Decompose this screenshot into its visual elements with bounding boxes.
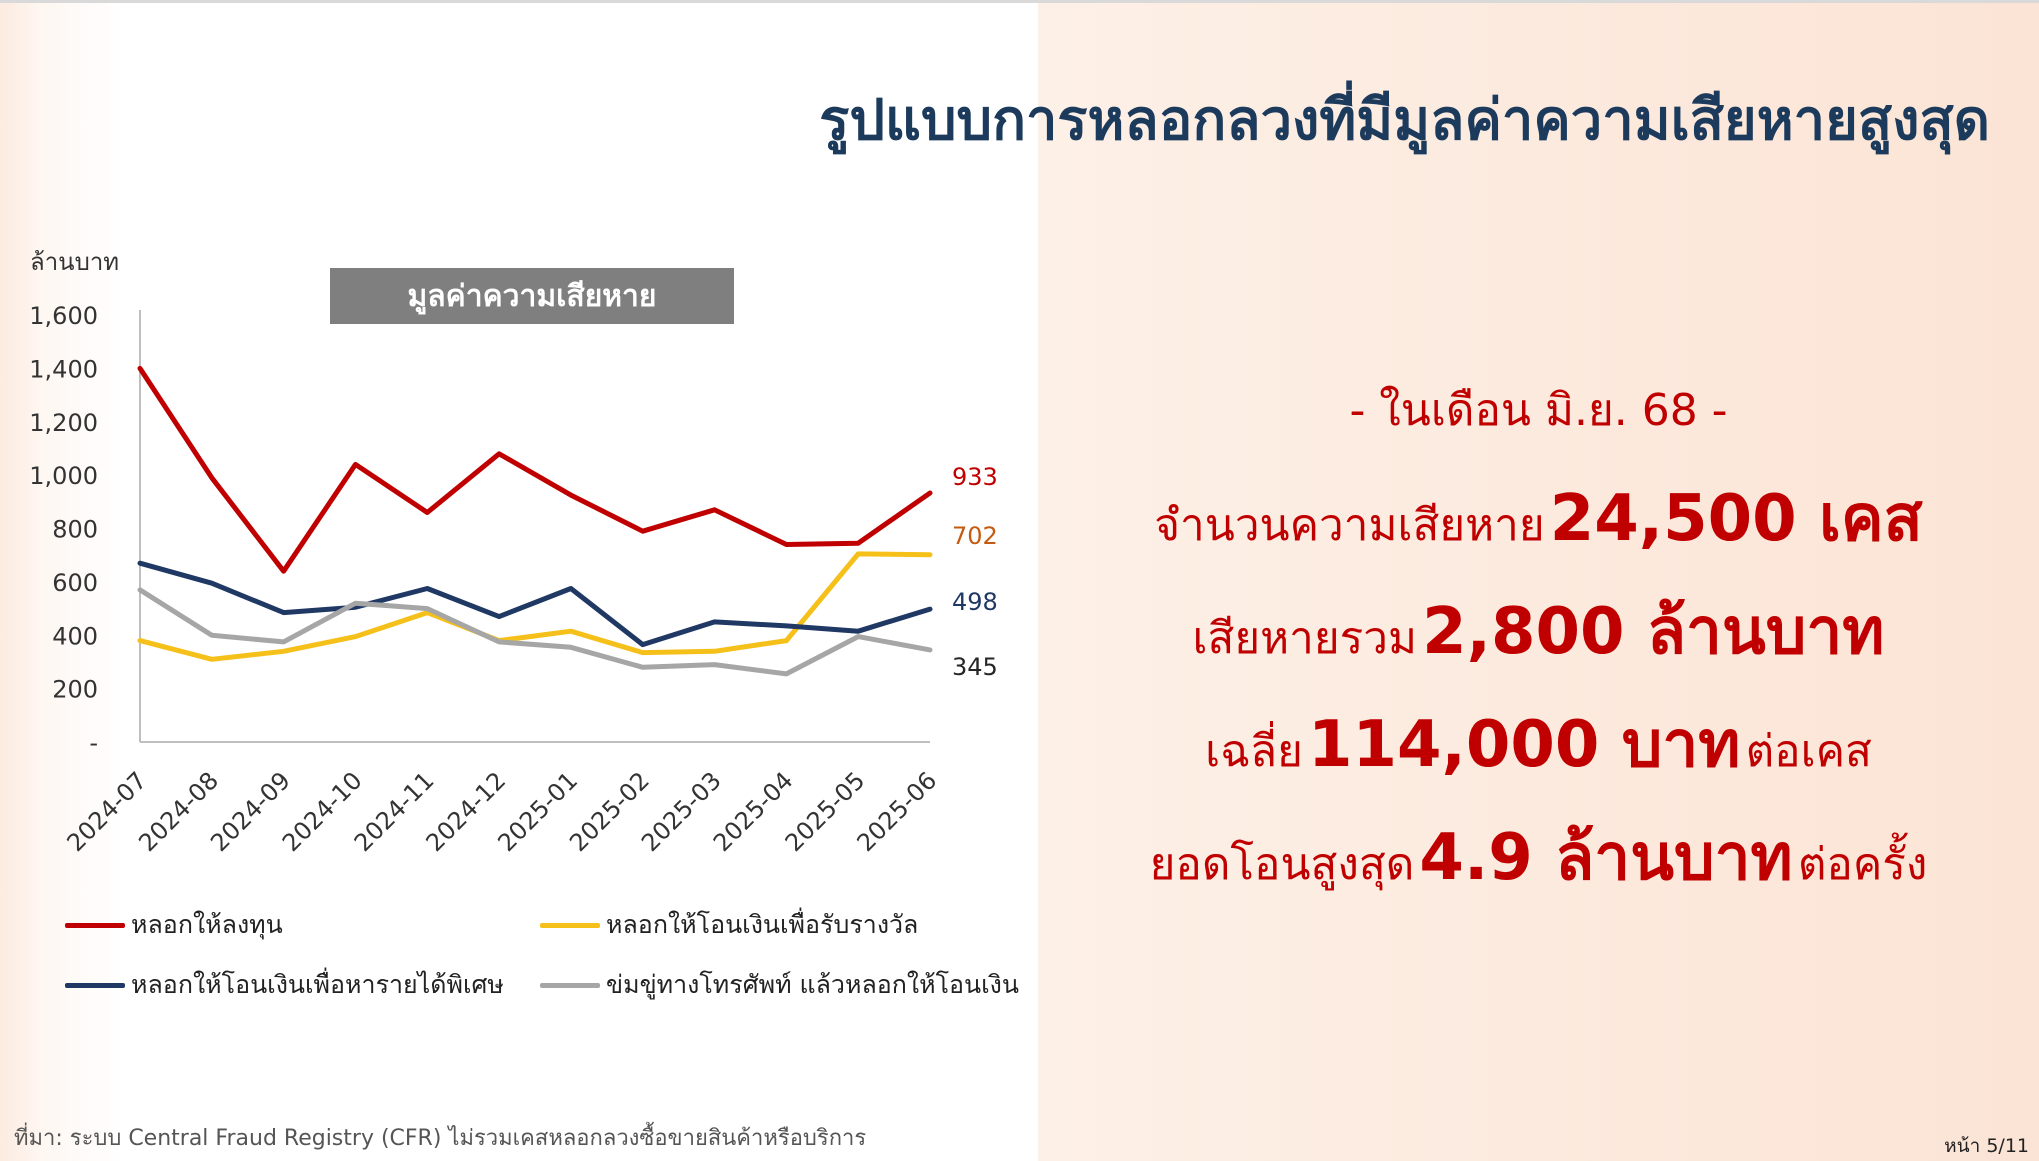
y-tick-label: 1,400 — [29, 355, 98, 383]
series-end-label: 498 — [952, 588, 998, 616]
legend-item-extra-income: หลอกให้โอนเงินเพื่อหารายได้พิเศษ — [65, 965, 504, 1005]
legend-swatch — [65, 922, 125, 928]
stat-max-value: 4.9 ล้านบาท — [1419, 821, 1793, 895]
legend-label: หลอกให้ลงทุน — [131, 910, 283, 939]
y-tick-label: 200 — [52, 676, 98, 704]
stat-max-label: ยอดโอนสูงสุด — [1149, 839, 1415, 890]
legend-swatch — [540, 982, 600, 988]
stat-average: เฉลี่ย 114,000 บาท ต่อเคส — [1038, 693, 2039, 795]
y-tick-label: 800 — [52, 516, 98, 544]
x-tick-label: 2025-06 — [852, 766, 943, 857]
series-line — [137, 587, 933, 677]
stat-cases-value: 24,500 เคส — [1549, 482, 1923, 556]
chart-title-box — [330, 268, 734, 324]
y-tick-label: 1,000 — [29, 462, 98, 490]
page-number: หน้า 5/11 — [1944, 1135, 2029, 1157]
stat-period: - ในเดือน มิ.ย. 68 - — [1349, 385, 1728, 436]
legend-swatch — [540, 922, 600, 928]
stat-average-label: เฉลี่ย — [1205, 726, 1303, 777]
stat-total: เสียหายรวม 2,800 ล้านบาท — [1038, 580, 2039, 682]
stat-average-value: 114,000 บาท — [1307, 708, 1741, 782]
y-tick-label: 1,600 — [29, 302, 98, 330]
series-end-label: 933 — [952, 463, 998, 491]
legend-item-investment: หลอกให้ลงทุน — [65, 905, 283, 945]
top-border — [0, 0, 2039, 3]
stat-total-value: 2,800 ล้านบาท — [1422, 595, 1885, 669]
series-end-label: 345 — [952, 653, 998, 681]
legend-label: หลอกให้โอนเงินเพื่อหารายได้พิเศษ — [131, 970, 504, 999]
series-end-label: 702 — [952, 522, 998, 550]
series-line — [137, 365, 933, 574]
chart-panel — [0, 0, 1038, 1161]
legend-item-phone-threat: ข่มขู่ทางโทรศัพท์ แล้วหลอกให้โอนเงิน — [540, 965, 1019, 1005]
y-tick-label: 400 — [52, 622, 98, 650]
legend-item-prize: หลอกให้โอนเงินเพื่อรับรางวัล — [540, 905, 918, 945]
y-tick-label: - — [89, 729, 98, 757]
chart-title: มูลค่าความเสียหาย — [408, 279, 657, 315]
y-tick-label: 600 — [52, 569, 98, 597]
stat-max: ยอดโอนสูงสุด 4.9 ล้านบาท ต่อครั้ง — [1038, 806, 2039, 908]
stat-average-suffix: ต่อเคส — [1745, 726, 1872, 777]
stat-cases: จำนวนความเสียหาย 24,500 เคส — [1038, 467, 2039, 569]
page-title: รูปแบบการหลอกลวงที่มีมูลค่าความเสียหายสู… — [819, 88, 1990, 153]
y-axis-unit-label: ล้านบาท — [30, 248, 119, 276]
y-tick-label: 1,200 — [29, 409, 98, 437]
legend-swatch — [65, 982, 125, 988]
stat-cases-label: จำนวนความเสียหาย — [1154, 500, 1545, 551]
legend-label: หลอกให้โอนเงินเพื่อรับรางวัล — [606, 910, 919, 939]
legend-label: ข่มขู่ทางโทรศัพท์ แล้วหลอกให้โอนเงิน — [606, 970, 1019, 999]
series-line — [137, 560, 933, 648]
source-note: ที่มา: ระบบ Central Fraud Registry (CFR)… — [14, 1126, 867, 1151]
stat-max-suffix: ต่อครั้ง — [1797, 839, 1928, 890]
summary-panel — [1038, 0, 2039, 1161]
stat-total-label: เสียหายรวม — [1192, 613, 1418, 664]
